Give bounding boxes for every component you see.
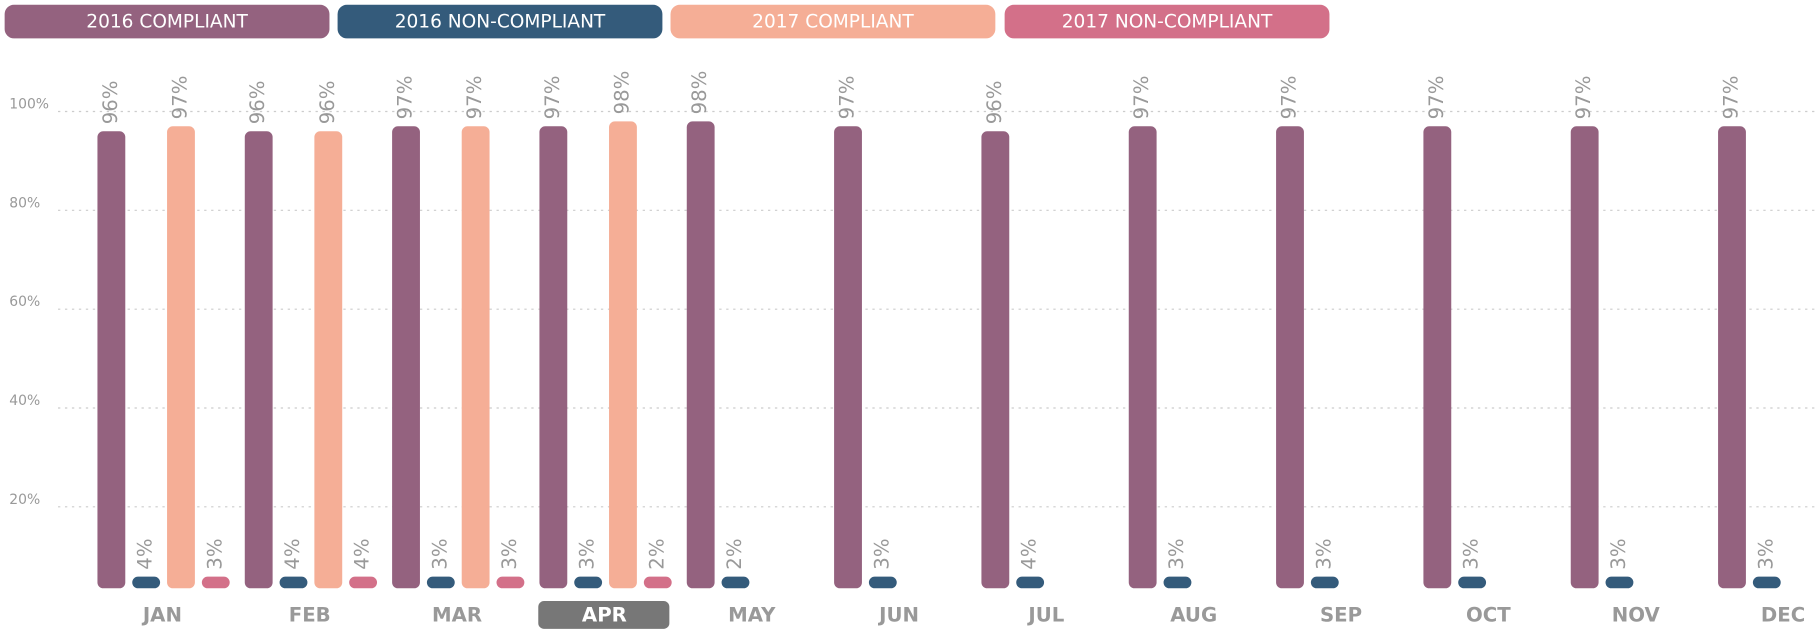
value-label: 97%	[394, 76, 417, 120]
value-label: 98%	[610, 71, 633, 115]
bar	[132, 576, 161, 589]
value-label: 96%	[246, 80, 269, 124]
bar	[426, 576, 455, 589]
x-tick-label[interactable]: MAY	[728, 604, 776, 627]
value-label: 2%	[723, 538, 746, 569]
value-label: 3%	[576, 538, 599, 569]
bar	[1276, 126, 1304, 589]
bar	[167, 126, 195, 589]
bar	[314, 131, 343, 589]
bar	[609, 121, 637, 589]
x-tick-label[interactable]: AUG	[1170, 604, 1217, 627]
value-label: 97%	[463, 76, 486, 120]
bar	[1458, 576, 1487, 589]
bar	[1310, 576, 1339, 589]
bar	[539, 126, 568, 589]
value-label: 2%	[645, 538, 668, 569]
x-tick-label[interactable]: DEC	[1761, 604, 1805, 627]
legend-button[interactable]	[1004, 4, 1330, 39]
value-label: 4%	[134, 538, 157, 569]
x-tick-label[interactable]: MAR	[432, 604, 482, 627]
bar	[279, 576, 308, 589]
bar	[461, 126, 490, 589]
value-label: 96%	[316, 80, 339, 124]
legend-button[interactable]	[670, 4, 996, 39]
bar	[868, 576, 897, 589]
value-label: 3%	[1165, 538, 1188, 569]
value-label: 3%	[203, 538, 226, 569]
value-label: 97%	[541, 76, 564, 120]
bar	[1605, 576, 1634, 589]
value-label: 3%	[1460, 538, 1483, 569]
value-label: 97%	[836, 76, 859, 120]
value-label: 4%	[351, 538, 374, 569]
legend-label[interactable]: 2017 NON-COMPLIANT	[1062, 12, 1273, 33]
y-tick-label: 40%	[9, 393, 40, 409]
x-tick-label[interactable]: SEP	[1320, 604, 1362, 627]
bar	[1752, 576, 1781, 589]
y-tick-label: 100%	[9, 97, 49, 113]
value-label: 3%	[1312, 538, 1335, 569]
x-tick-label[interactable]: NOV	[1612, 604, 1661, 627]
value-label: 96%	[983, 80, 1006, 124]
bar	[201, 576, 230, 589]
bar	[1423, 126, 1452, 589]
y-tick-label: 60%	[9, 294, 40, 310]
bar	[721, 576, 750, 589]
bar	[1718, 126, 1746, 589]
bar	[981, 131, 1010, 589]
value-label: 3%	[1754, 538, 1777, 569]
value-label: 97%	[168, 76, 191, 120]
bar	[392, 126, 420, 589]
value-label: 98%	[688, 71, 711, 115]
bar	[1128, 126, 1157, 589]
value-label: 97%	[1572, 76, 1595, 120]
x-tick-label[interactable]: JUL	[1026, 604, 1064, 627]
value-label: 3%	[498, 538, 521, 569]
bar	[496, 576, 525, 589]
y-tick-label: 80%	[9, 195, 40, 211]
value-label: 3%	[428, 538, 451, 569]
bar	[686, 121, 715, 589]
value-label: 96%	[99, 80, 122, 124]
value-label: 97%	[1719, 76, 1742, 120]
legend-label[interactable]: 2016 NON-COMPLIANT	[395, 12, 606, 33]
month-highlight[interactable]	[538, 601, 670, 629]
value-label: 3%	[1607, 538, 1630, 569]
value-label: 3%	[870, 538, 893, 569]
x-tick-label[interactable]: JAN	[141, 604, 182, 627]
bar	[349, 576, 378, 589]
bar	[1016, 576, 1045, 589]
value-label: 4%	[1018, 538, 1041, 569]
value-label: 4%	[281, 538, 304, 569]
y-tick-label: 20%	[9, 492, 40, 508]
legend-button[interactable]	[4, 4, 330, 39]
bar	[97, 131, 126, 589]
bar	[1163, 576, 1192, 589]
legend-label[interactable]: 2017 COMPLIANT	[752, 12, 914, 33]
x-tick-label[interactable]: JUN	[877, 604, 919, 627]
bar	[244, 131, 273, 589]
x-tick-label[interactable]: OCT	[1466, 604, 1511, 627]
value-label: 97%	[1278, 76, 1301, 120]
bar	[643, 576, 672, 589]
bar	[574, 576, 603, 589]
value-label: 97%	[1130, 76, 1153, 120]
value-label: 97%	[1425, 76, 1448, 120]
x-tick-label[interactable]: FEB	[289, 604, 331, 627]
bar	[834, 126, 862, 589]
legend-label[interactable]: 2016 COMPLIANT	[86, 12, 248, 33]
x-tick-label[interactable]: APR	[582, 604, 627, 627]
legend-button[interactable]	[337, 4, 663, 39]
bar	[1570, 126, 1599, 589]
